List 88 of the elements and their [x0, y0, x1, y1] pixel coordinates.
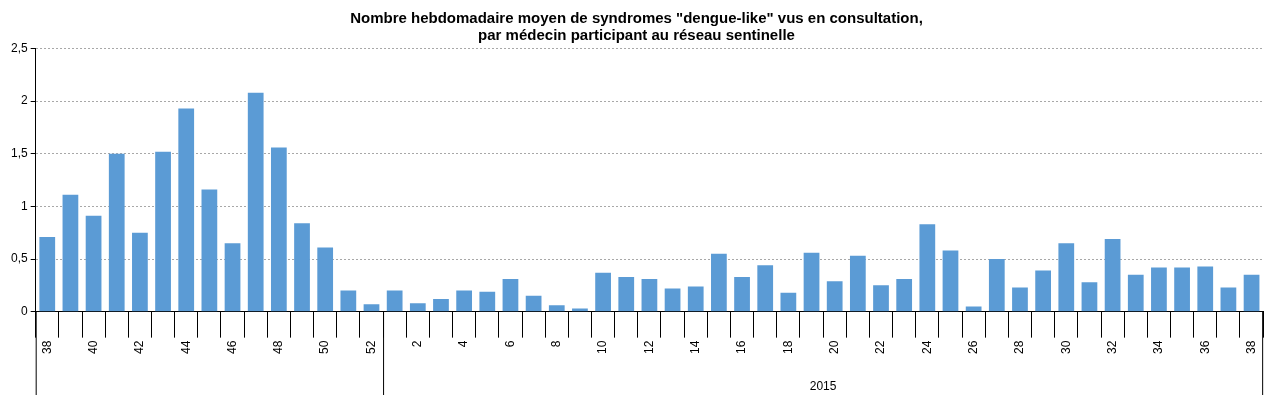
x-tick-label: 30 [1058, 340, 1073, 355]
bar [132, 232, 148, 312]
bar [873, 285, 889, 312]
bar [178, 108, 195, 312]
bar [363, 304, 380, 312]
bar [409, 303, 426, 312]
x-tick-label: 32 [1104, 340, 1119, 355]
bar [502, 279, 519, 312]
bar [1197, 266, 1214, 312]
bar [548, 305, 565, 312]
bar [664, 288, 681, 312]
bar [849, 255, 866, 312]
x-tick-label: 50 [317, 340, 332, 355]
chart-title: Nombre hebdomadaire moyen de syndromes "dengue-like" vus en consultation, par médecin participant au réseau sentinelle [350, 8, 923, 44]
bar [433, 299, 449, 312]
bar [757, 265, 774, 312]
bar [224, 243, 241, 312]
x-tick-label: 12 [641, 340, 656, 355]
x-tick-label: 48 [271, 340, 286, 355]
bar [62, 194, 79, 312]
bar [965, 306, 982, 312]
bar [572, 308, 588, 312]
bar [1220, 287, 1237, 312]
x-tick-label: 18 [780, 340, 795, 355]
x-tick-label: 40 [85, 340, 100, 355]
bar [1035, 270, 1051, 312]
bar [525, 295, 542, 312]
x-tick-label: 24 [919, 340, 934, 355]
x-tick-label: 34 [1151, 340, 1166, 355]
bar [734, 276, 750, 312]
text: 2015 [809, 379, 837, 394]
bar [1081, 282, 1098, 312]
bar [1012, 287, 1028, 312]
bar [479, 291, 496, 312]
bar [780, 292, 797, 312]
y-tick-label: 2 [20, 93, 28, 108]
x-tick-label: 42 [132, 340, 147, 355]
bar [896, 279, 913, 312]
bar [317, 247, 334, 312]
bar [988, 259, 1005, 312]
x-tick-label: 20 [827, 340, 841, 355]
bar [1243, 274, 1260, 312]
bar [270, 147, 287, 312]
bar [247, 92, 264, 312]
bar [85, 215, 102, 312]
x-tick-label: 28 [1012, 340, 1027, 355]
x-tick-label: 10 [595, 340, 610, 355]
x-tick-label: 52 [363, 340, 378, 355]
bar [687, 286, 704, 312]
bar [711, 253, 727, 312]
y-tick-label: 1 [20, 198, 28, 213]
bar [1127, 274, 1144, 312]
bar [641, 279, 658, 312]
x-tick-label: 2 [410, 340, 425, 348]
bar [456, 290, 473, 312]
bar [1174, 267, 1190, 312]
bar [1104, 239, 1121, 312]
bar [919, 224, 936, 312]
y-tick-label: 0 [20, 303, 28, 318]
bar [201, 189, 218, 312]
x-tick-label: 14 [688, 340, 703, 355]
y-tick-label: 2,5 [10, 40, 28, 55]
bar [803, 252, 820, 312]
bar [618, 276, 635, 312]
x-tick-label: 4 [456, 340, 471, 348]
bar [39, 236, 56, 312]
bar [1058, 243, 1075, 312]
x-tick-label: 22 [873, 340, 888, 355]
bar [595, 272, 611, 312]
x-tick-label: 26 [965, 340, 980, 355]
x-tick-label: 38 [39, 340, 54, 355]
x-tick-label: 38 [1243, 340, 1258, 355]
x-tick-label: 16 [734, 340, 749, 355]
x-tick-label: 6 [502, 340, 517, 348]
bar [108, 153, 125, 312]
x-tick-label: 8 [549, 340, 564, 348]
bar [1151, 267, 1167, 312]
bar [340, 290, 357, 312]
bar [386, 290, 403, 312]
bar [942, 250, 959, 312]
x-tick-label: 46 [224, 340, 239, 355]
bar [294, 223, 310, 312]
x-tick-label: 44 [178, 340, 193, 355]
y-tick-label: 1,5 [10, 146, 28, 161]
y-tick-label: 0,5 [10, 251, 28, 266]
bar [155, 151, 171, 312]
bar [826, 281, 843, 312]
x-tick-label: 36 [1197, 340, 1212, 355]
